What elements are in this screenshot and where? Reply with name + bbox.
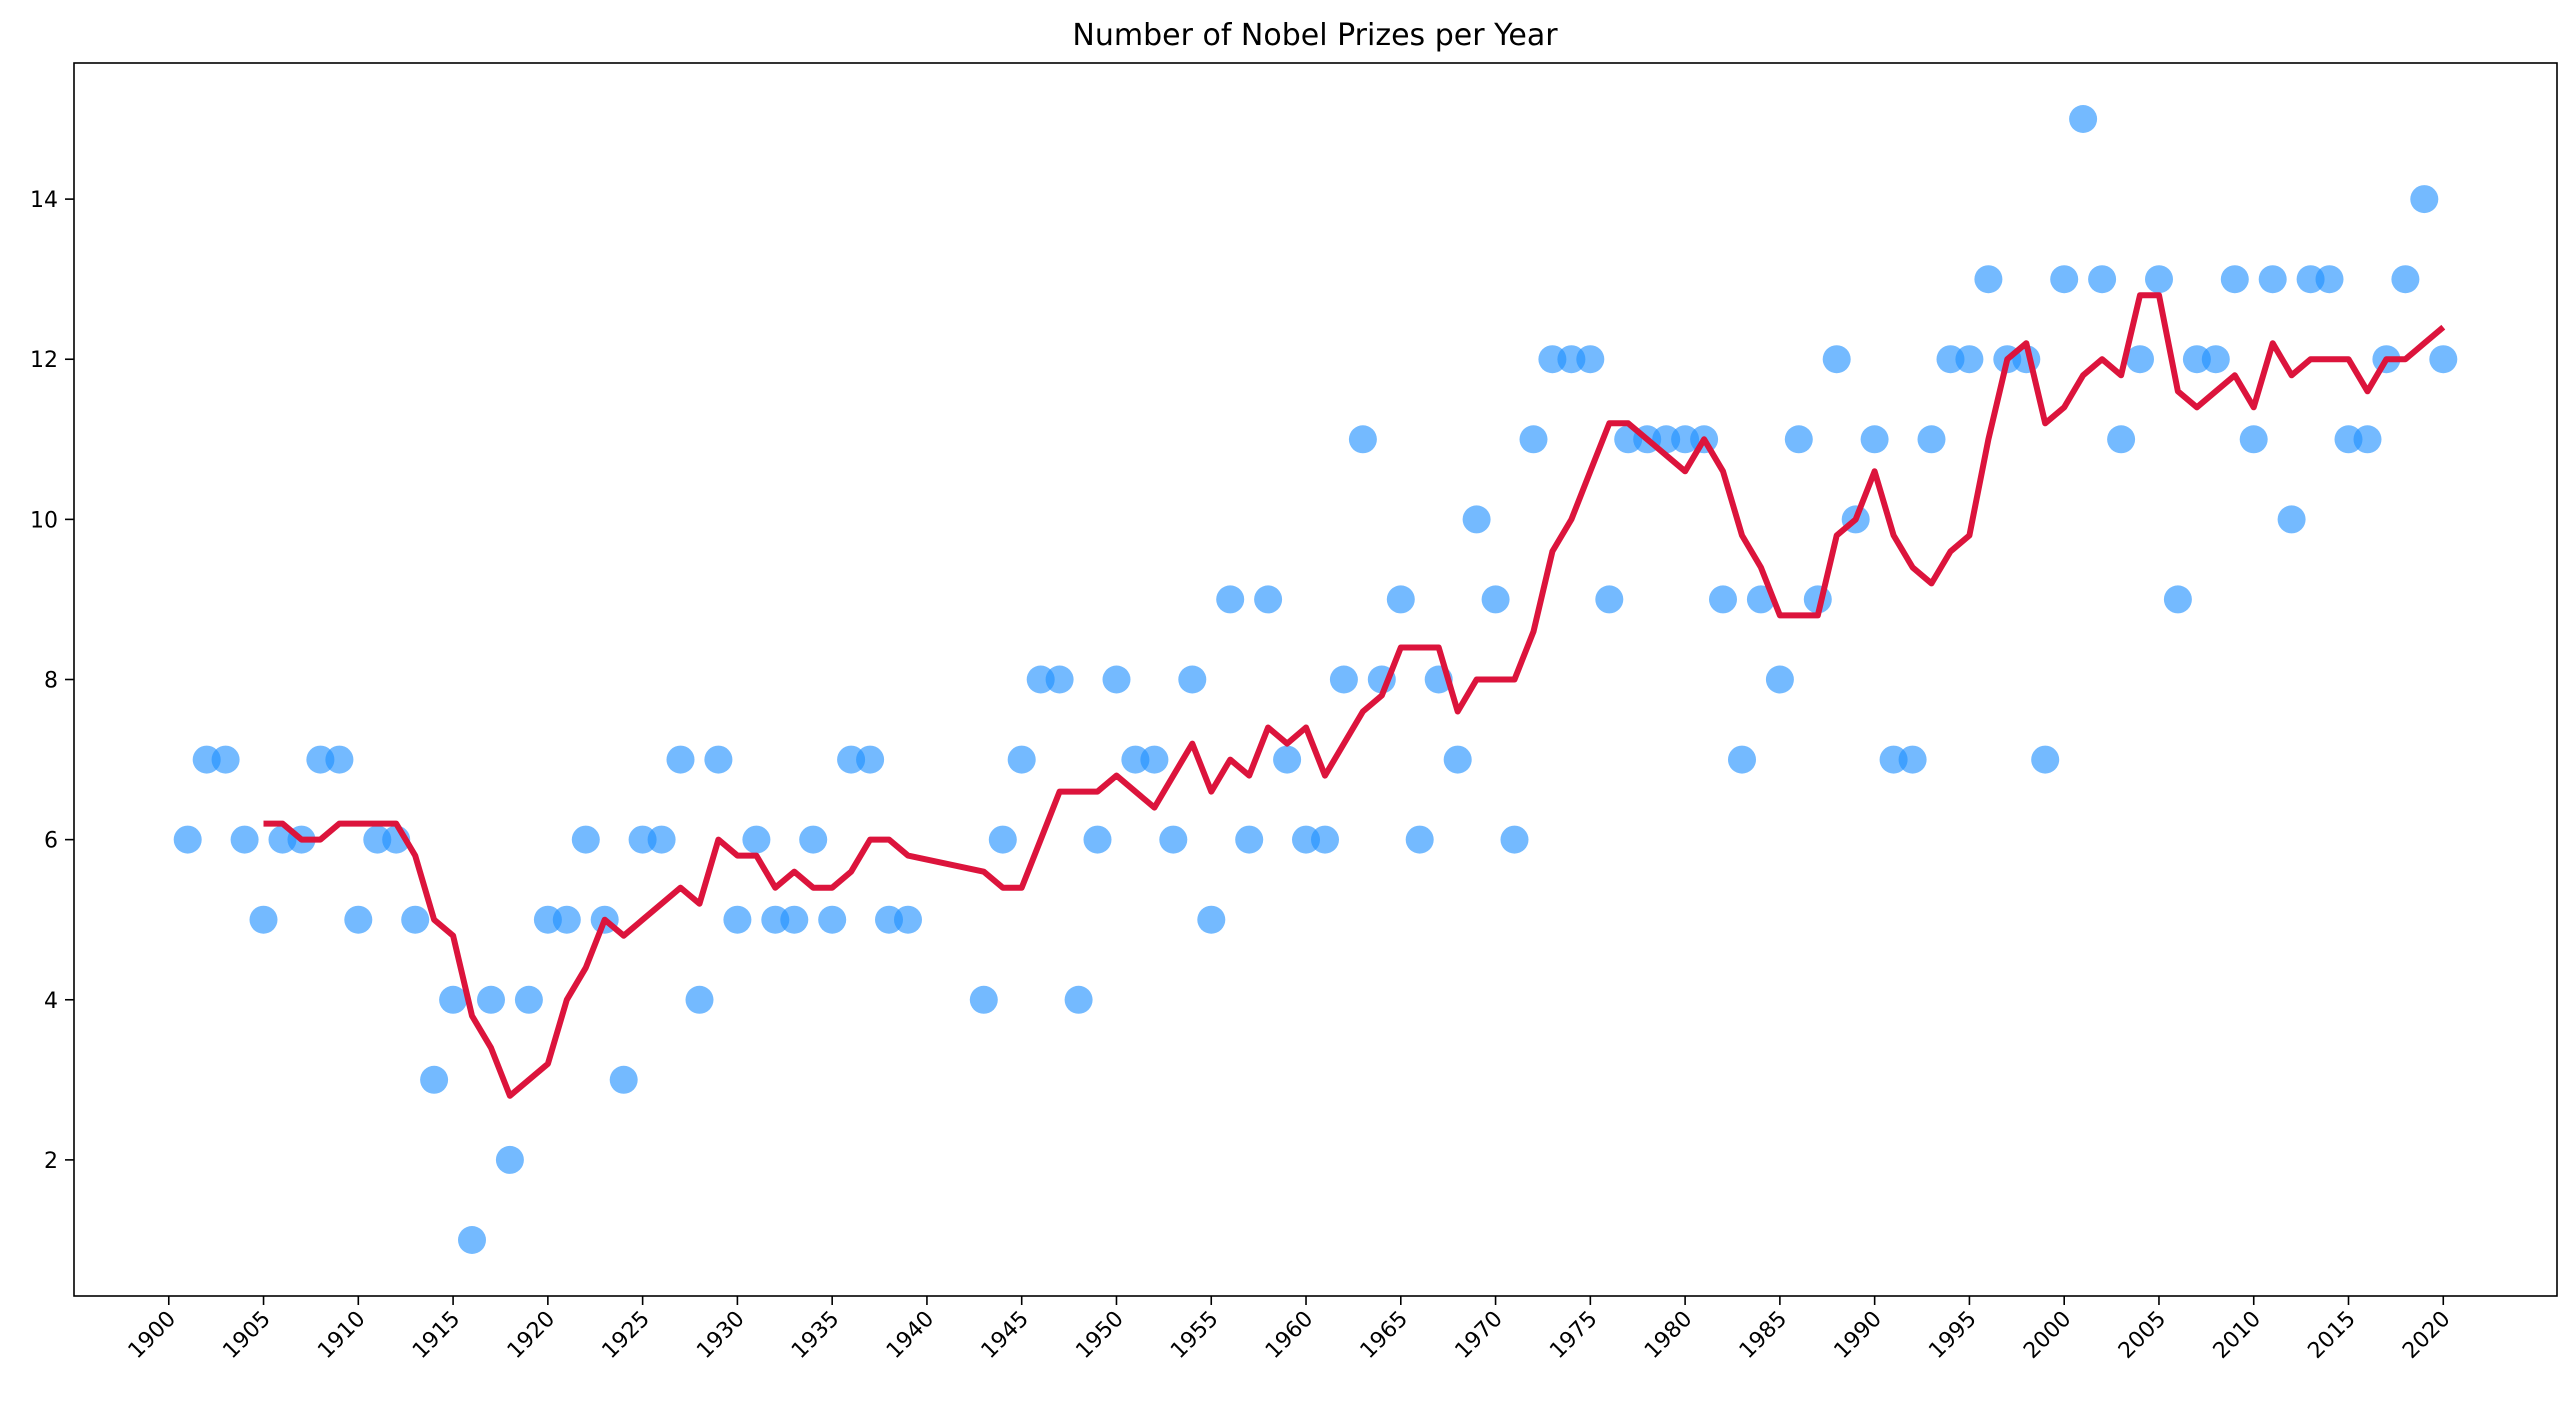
scatter-point: [1273, 745, 1302, 774]
scatter-point: [1519, 425, 1548, 454]
scatter-point: [1386, 585, 1415, 614]
scatter-point: [552, 905, 581, 934]
scatter-point: [2429, 345, 2458, 374]
y-tick-label: 10: [30, 508, 58, 533]
scatter-point: [1178, 665, 1207, 694]
scatter-point: [1917, 425, 1946, 454]
y-tick-label: 14: [30, 188, 58, 213]
scatter-point: [2353, 425, 2382, 454]
scatter-point: [2107, 425, 2136, 454]
scatter-point: [1595, 585, 1624, 614]
scatter-point: [1159, 825, 1188, 854]
scatter-point: [1974, 265, 2003, 294]
scatter-point: [742, 825, 771, 854]
y-tick-label: 8: [44, 669, 58, 694]
scatter-point: [2410, 185, 2439, 214]
scatter-point: [1311, 825, 1339, 854]
scatter-point: [2239, 425, 2268, 454]
scatter-point: [2050, 265, 2079, 294]
scatter-point: [2201, 345, 2230, 374]
scatter-point: [420, 1065, 449, 1094]
scatter-point: [1102, 665, 1131, 694]
scatter-point: [439, 985, 468, 1014]
scatter-point: [1045, 665, 1074, 694]
chart-title: Number of Nobel Prizes per Year: [1072, 18, 1558, 53]
scatter-point: [1765, 665, 1794, 694]
scatter-point: [1405, 825, 1434, 854]
scatter-point: [230, 825, 259, 854]
scatter-point: [1898, 745, 1927, 774]
scatter-point: [401, 905, 430, 934]
scatter-point: [249, 905, 278, 934]
scatter-point: [211, 745, 240, 774]
rolling-average-line: [263, 292, 2446, 1099]
scatter-point: [477, 985, 505, 1014]
scatter-point: [173, 825, 202, 854]
scatter-point: [1443, 745, 1472, 774]
scatter-point: [2145, 265, 2173, 294]
scatter-point: [2069, 105, 2098, 133]
scatter-point: [2277, 505, 2306, 534]
scatter-point: [818, 905, 847, 934]
scatter-point: [609, 1065, 638, 1094]
scatter-point: [1083, 825, 1112, 854]
scatter-point: [1064, 985, 1093, 1014]
scatter-point: [704, 745, 733, 774]
scatter-point: [1728, 745, 1756, 774]
scatter-point: [2220, 265, 2249, 294]
scatter-point: [2315, 265, 2344, 294]
scatter-point: [647, 825, 676, 854]
scatter-point: [969, 985, 998, 1014]
scatter-point: [344, 905, 373, 934]
scatter-point: [685, 985, 714, 1014]
scatter-point: [1216, 585, 1245, 614]
scatter-point: [1709, 585, 1737, 614]
scatter-point: [1197, 905, 1226, 934]
scatter-point: [2031, 745, 2060, 774]
scatter-point: [2258, 265, 2287, 294]
scatter-point: [666, 745, 695, 774]
scatter-point: [1500, 825, 1529, 854]
scatter-point: [799, 825, 828, 854]
scatter-point: [1462, 505, 1491, 534]
scatter-point: [514, 985, 543, 1014]
scatter-point: [894, 905, 922, 934]
y-tick-label: 2: [44, 1149, 58, 1174]
scatter-point: [458, 1226, 486, 1254]
plot-frame: [73, 62, 2558, 1297]
y-tick-label: 6: [44, 829, 58, 854]
scatter-point: [1348, 425, 1377, 454]
scatter-point: [2126, 345, 2154, 374]
y-tick-label: 4: [44, 989, 58, 1014]
scatter-point: [2163, 585, 2192, 614]
scatter-point: [495, 1145, 524, 1174]
scatter-point: [1860, 425, 1889, 454]
scatter-point: [856, 745, 885, 774]
scatter-point: [1822, 345, 1851, 374]
scatter-point: [1784, 425, 1813, 454]
scatter-point: [1254, 585, 1283, 614]
scatter-point: [571, 825, 600, 854]
y-tick-label: 12: [30, 348, 58, 373]
scatter-point: [1481, 585, 1510, 614]
scatter-point: [988, 825, 1017, 854]
scatter-point: [1235, 825, 1264, 854]
scatter-point: [1576, 345, 1605, 374]
scatter-point: [723, 905, 752, 934]
scatter-point: [780, 905, 809, 934]
scatter-point: [2391, 265, 2420, 294]
scatter-point: [325, 745, 354, 774]
scatter-point: [1007, 745, 1036, 774]
scatter-point: [1955, 345, 1984, 374]
scatter-point: [1140, 745, 1169, 774]
scatter-point: [1329, 665, 1358, 694]
scatter-point: [2088, 265, 2117, 294]
